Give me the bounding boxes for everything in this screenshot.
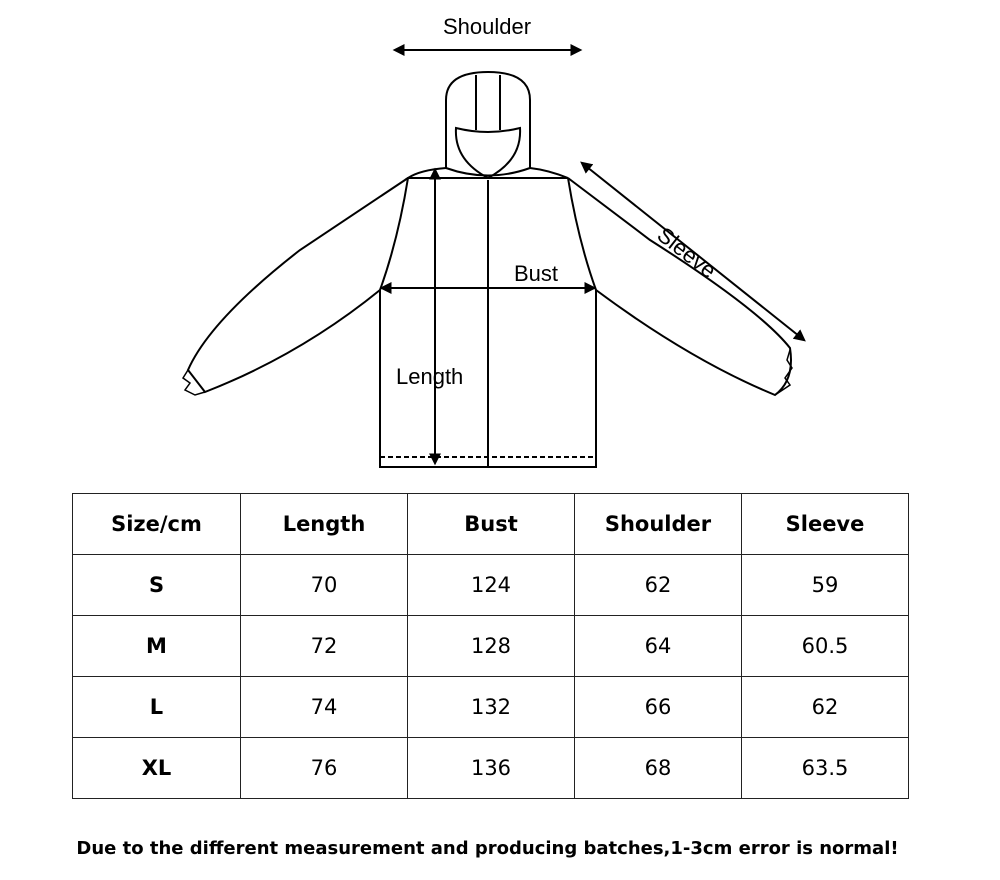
bust-cell: 136 xyxy=(407,737,575,799)
length-cell: 76 xyxy=(240,737,408,799)
bust-cell: 132 xyxy=(407,676,575,738)
bust-cell: 124 xyxy=(407,554,575,616)
length-label: Length xyxy=(396,364,464,389)
header-shoulder: Shoulder xyxy=(574,493,742,555)
table-row: M 72 128 64 60.5 xyxy=(72,615,909,677)
header-sleeve: Sleeve xyxy=(741,493,909,555)
measurement-note: Due to the different measurement and pro… xyxy=(76,838,899,859)
table-row: L 74 132 66 62 xyxy=(72,676,909,738)
bust-label: Bust xyxy=(514,261,559,286)
length-cell: 72 xyxy=(240,615,408,677)
header-size: Size/cm xyxy=(72,493,241,555)
size-cell: S xyxy=(72,554,241,616)
sleeve-arrow xyxy=(580,161,806,342)
sleeve-cell: 60.5 xyxy=(741,615,909,677)
length-cell: 70 xyxy=(240,554,408,616)
shoulder-label: Shoulder xyxy=(443,14,532,39)
table-row: S 70 124 62 59 xyxy=(72,554,909,616)
size-cell: XL xyxy=(72,737,241,799)
sleeve-cell: 59 xyxy=(741,554,909,616)
header-bust: Bust xyxy=(407,493,575,555)
length-cell: 74 xyxy=(240,676,408,738)
size-cell: M xyxy=(72,615,241,677)
header-length: Length xyxy=(240,493,408,555)
size-cell: L xyxy=(72,676,241,738)
shoulder-cell: 62 xyxy=(574,554,742,616)
measure-arrows xyxy=(379,44,806,466)
bust-cell: 128 xyxy=(407,615,575,677)
table-header-row: Size/cm Length Bust Shoulder Sleeve xyxy=(72,493,909,555)
hoodie-diagram xyxy=(181,44,806,468)
shoulder-cell: 64 xyxy=(574,615,742,677)
size-table: Size/cm Length Bust Shoulder Sleeve S 70… xyxy=(72,493,909,799)
shoulder-cell: 68 xyxy=(574,737,742,799)
shoulder-cell: 66 xyxy=(574,676,742,738)
table-row: XL 76 136 68 63.5 xyxy=(72,737,909,799)
sleeve-cell: 62 xyxy=(741,676,909,738)
sleeve-cell: 63.5 xyxy=(741,737,909,799)
